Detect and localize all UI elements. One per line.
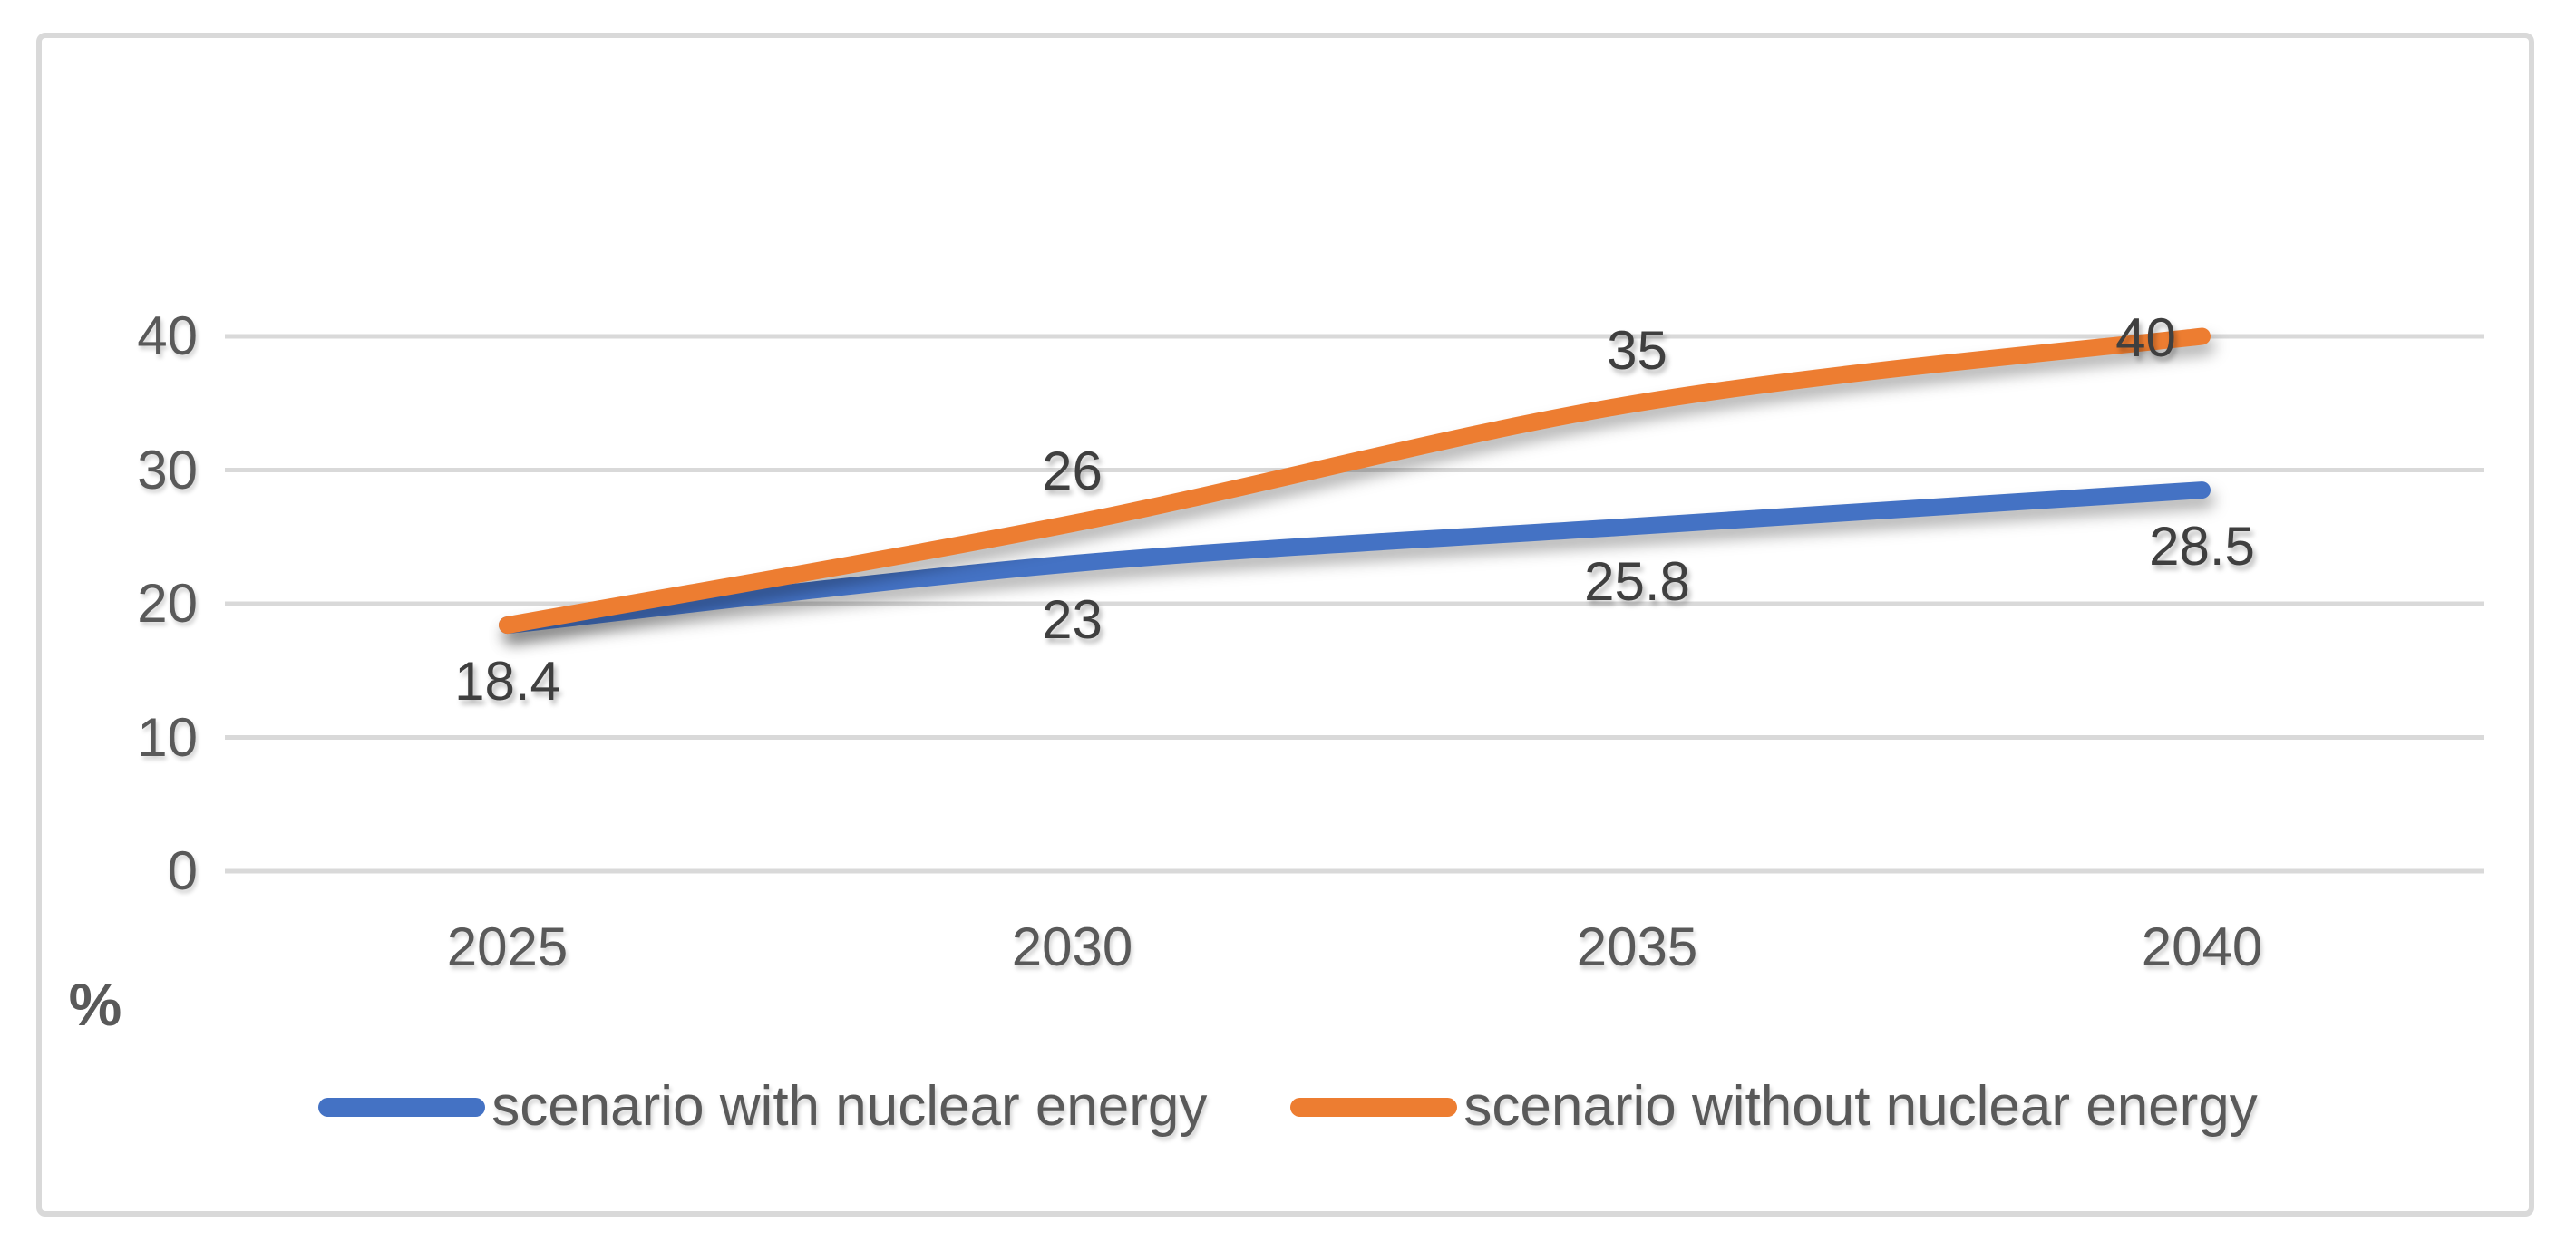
x-tick-label: 2040 bbox=[2141, 916, 2263, 977]
x-tick-label: 2030 bbox=[1011, 916, 1133, 977]
x-tick-label: 2035 bbox=[1576, 916, 1698, 977]
series-line-0 bbox=[499, 481, 2211, 635]
legend-item-0: scenario with nuclear energy bbox=[318, 1079, 1207, 1135]
legend-label: scenario without nuclear energy bbox=[1463, 1075, 2258, 1138]
data-label: 28.5 bbox=[2149, 515, 2255, 577]
x-tick-label: 2025 bbox=[446, 916, 569, 977]
legend-label: scenario with nuclear energy bbox=[491, 1075, 1208, 1138]
data-label: 25.8 bbox=[1584, 551, 1690, 613]
data-label: 35 bbox=[1607, 319, 1667, 381]
chart-legend: scenario with nuclear energy scenario wit… bbox=[0, 1079, 2576, 1135]
y-tick-label: 40 bbox=[137, 305, 198, 366]
y-tick-label: 30 bbox=[137, 439, 198, 500]
legend-swatch-icon bbox=[318, 1097, 486, 1117]
data-label: 40 bbox=[2115, 307, 2176, 368]
data-label: 18.4 bbox=[454, 650, 560, 712]
legend-item-1: scenario without nuclear energy bbox=[1290, 1075, 2258, 1138]
y-tick-label: 10 bbox=[137, 706, 198, 768]
y-tick-label: 0 bbox=[167, 840, 198, 901]
y-tick-label: 20 bbox=[137, 573, 198, 634]
data-label: 23 bbox=[1042, 588, 1103, 650]
legend-swatch-icon bbox=[1290, 1097, 1458, 1117]
chart-border bbox=[36, 33, 2534, 1217]
data-label: 26 bbox=[1042, 440, 1103, 501]
y-axis-title: % bbox=[68, 971, 122, 1038]
series-line-1 bbox=[499, 327, 2211, 635]
